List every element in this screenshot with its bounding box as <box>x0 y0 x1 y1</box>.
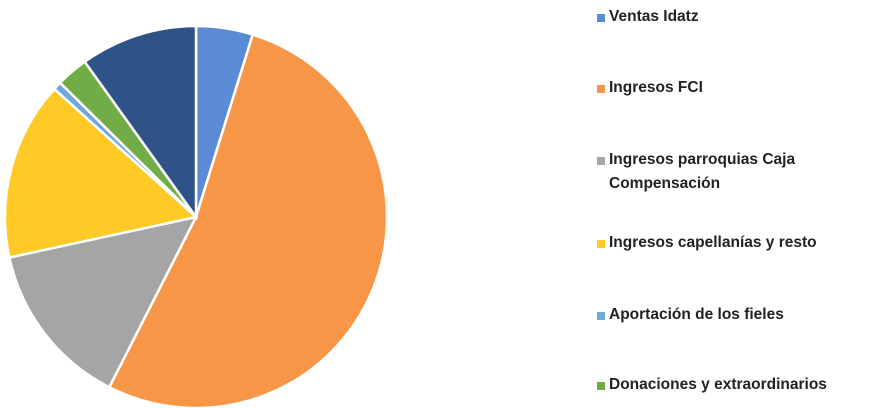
pie-slice <box>3 87 199 259</box>
legend-swatch <box>597 85 605 93</box>
legend-label: Aportación de los fieles <box>609 306 784 323</box>
legend-entry: Ventas Idatz <box>597 5 872 29</box>
legend-entry: Ingresos parroquias Caja Compensación <box>597 148 872 196</box>
legend-label: Ingresos FCI <box>609 79 703 96</box>
legend-entry: Aportación de los fieles <box>597 303 872 327</box>
legend-swatch <box>597 157 605 165</box>
legend-entry: Ingresos capellanías y resto <box>597 231 872 255</box>
legend-label: Ingresos parroquias Caja Compensación <box>609 151 796 192</box>
pie-slice <box>7 215 199 389</box>
legend-entry: Donaciones y extraordinarios <box>597 373 872 397</box>
pie-slice <box>82 24 198 221</box>
legend-label: Donaciones y extraordinarios <box>609 376 827 393</box>
chart <box>3 24 389 408</box>
legend-entry: Ingresos FCI <box>597 76 872 100</box>
legend-swatch <box>597 14 605 22</box>
legend-label: Ingresos capellanías y resto <box>609 234 817 251</box>
legend-swatch <box>597 312 605 320</box>
legend-swatch <box>597 382 605 390</box>
legend-label: Ventas Idatz <box>609 8 699 25</box>
legend-swatch <box>597 240 605 248</box>
